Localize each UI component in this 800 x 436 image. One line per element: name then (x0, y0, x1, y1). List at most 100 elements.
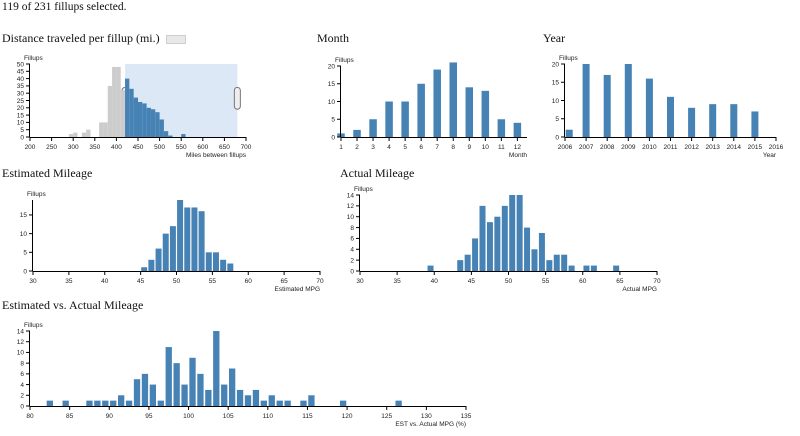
bar (268, 395, 275, 406)
bar (205, 389, 212, 406)
year-chart-title: Year (543, 31, 566, 45)
reset-filter-button[interactable] (165, 34, 186, 44)
x-tick-label: 2016 (769, 144, 784, 151)
y-tick-label: 5 (555, 116, 559, 123)
bar (184, 207, 191, 271)
x-axis-title: EST vs. Actual MPG (%) (395, 421, 466, 428)
est-chart[interactable]: 30 35 40 45 50 55 60 65 70 0 5 10 15 Fillups Estimated… (20, 191, 324, 293)
x-tick-label: 12 (514, 144, 522, 151)
bar (94, 400, 101, 406)
bar (73, 132, 78, 137)
year-chart[interactable]: 2006 2007 2008 2009 2010 2011 2012 2013 2014 2015… (552, 55, 784, 159)
x-tick-label: 135 (461, 413, 472, 420)
x-tick-label: 2013 (705, 144, 720, 151)
bar (524, 227, 531, 271)
bar (590, 265, 597, 271)
bar (141, 373, 149, 406)
bar (385, 101, 393, 137)
brush-handle-right[interactable] (233, 86, 241, 110)
bar (481, 90, 490, 137)
bar (494, 216, 501, 271)
y-tick-label: 15 (328, 81, 336, 88)
bar (531, 249, 538, 271)
bar (513, 122, 522, 137)
bar (501, 205, 508, 271)
bar (220, 259, 227, 271)
bar (138, 101, 143, 137)
x-tick-label: 2007 (579, 144, 594, 151)
x-tick-label: 2008 (600, 144, 615, 151)
bar (284, 400, 291, 406)
bar (86, 400, 93, 406)
bar (565, 129, 573, 137)
y-axis-title: Fillups (335, 57, 355, 64)
bar (173, 363, 180, 406)
distance-chart[interactable]: 200 250 300 350 400 450 500 550 600 650 7000510152… (17, 55, 252, 159)
bar (401, 101, 409, 137)
bar (189, 357, 196, 406)
y-tick-label: 10 (17, 120, 25, 127)
x-axis-title: Month (509, 152, 527, 159)
x-tick-label: 110 (263, 413, 274, 420)
bar (81, 132, 87, 137)
x-tick-label: 95 (145, 413, 153, 420)
y-tick-label: 5 (331, 117, 335, 124)
x-tick-label: 105 (223, 413, 234, 420)
bar (110, 400, 117, 406)
bar (433, 69, 441, 137)
x-axis-title: Estimated MPG (274, 286, 320, 293)
x-tick-label: 450 (133, 144, 144, 151)
bar (509, 195, 516, 271)
y-tick-label: 10 (328, 99, 336, 106)
bar (168, 135, 173, 137)
act-chart-title: Actual Mileage (340, 166, 415, 180)
bar (150, 109, 156, 137)
y-tick-label: 12 (347, 203, 355, 210)
bar (308, 395, 315, 406)
y-tick-label: 8 (20, 360, 24, 367)
bar (46, 400, 53, 406)
bar (227, 263, 234, 271)
bar (155, 112, 160, 137)
y-axis-title: Fillups (354, 186, 374, 193)
bar (613, 265, 620, 271)
y-tick-label: 45 (17, 69, 25, 76)
bar (197, 373, 204, 406)
bar (339, 400, 347, 406)
y-tick-label: 40 (17, 76, 25, 83)
bar (191, 207, 198, 271)
x-tick-label: 65 (281, 278, 289, 285)
diff-chart[interactable]: 80 85 90 95 100 105 110 115 120 125 130 135 0 2 4 6 8 10 1… (17, 322, 472, 428)
bar (102, 400, 109, 406)
bar (142, 103, 147, 137)
y-axis-title: Fillups (27, 191, 47, 198)
x-tick-label: 60 (245, 278, 253, 285)
bar (260, 400, 267, 406)
x-tick-label: 55 (542, 278, 550, 285)
bar (159, 119, 164, 137)
x-tick-label: 6 (419, 144, 423, 151)
y-tick-label: 0 (331, 134, 335, 141)
est-chart-title: Estimated Mileage (2, 166, 93, 180)
x-tick-label: 90 (106, 413, 114, 420)
y-tick-label: 4 (20, 382, 24, 389)
bar (129, 88, 134, 137)
bar (141, 267, 148, 271)
x-tick-label: 40 (101, 278, 109, 285)
bar (149, 384, 157, 406)
bar (116, 66, 121, 137)
bar (157, 400, 164, 406)
x-tick-label: 85 (66, 413, 74, 420)
bar (205, 252, 212, 271)
x-tick-label: 500 (154, 144, 165, 151)
x-axis-title: Miles between fillups (186, 152, 247, 159)
bar (427, 265, 434, 271)
bar (276, 400, 283, 406)
bar (62, 400, 69, 406)
bar (125, 400, 133, 406)
x-tick-label: 4 (387, 144, 391, 151)
y-tick-label: 25 (17, 98, 25, 105)
